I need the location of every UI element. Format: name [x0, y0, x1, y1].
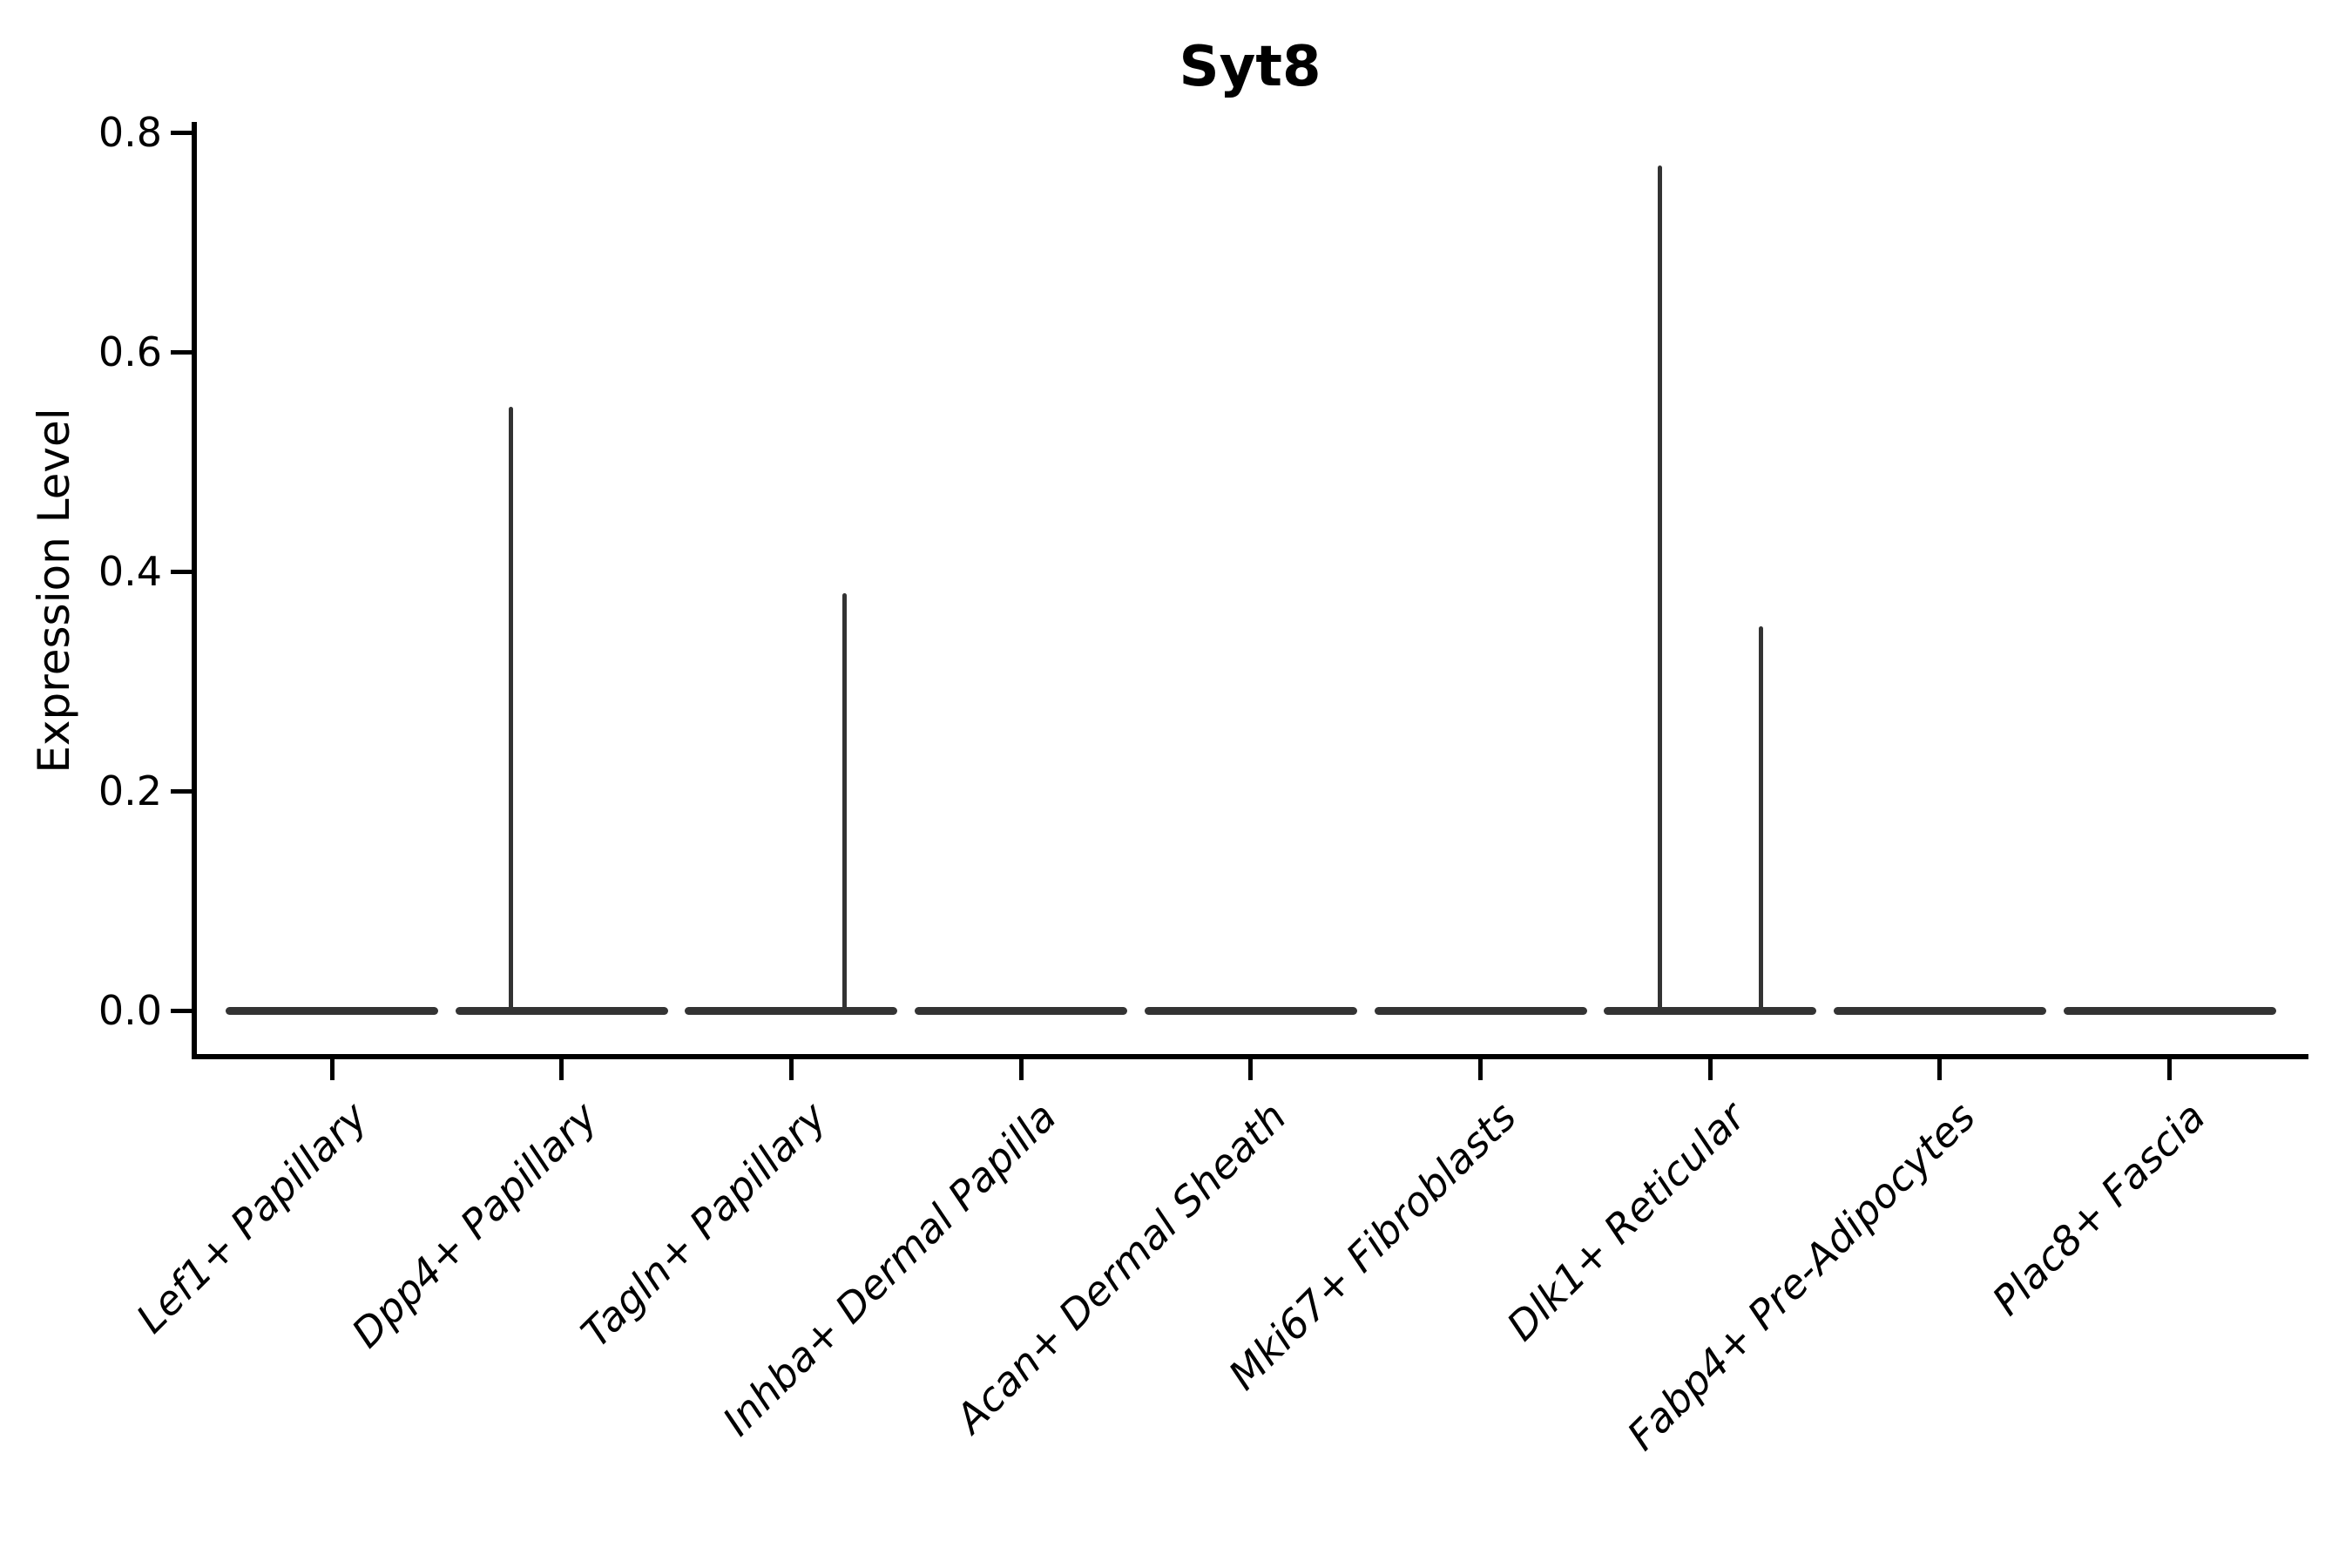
x-tick	[1478, 1059, 1483, 1080]
x-tick	[788, 1059, 794, 1080]
violin-body	[1144, 1006, 1357, 1015]
x-tick	[1937, 1059, 1943, 1080]
x-tick	[559, 1059, 564, 1080]
violin-body	[685, 1006, 898, 1015]
chart-title: Syt8	[1179, 35, 1321, 99]
violin-body	[915, 1006, 1128, 1015]
y-tick-label: 0.0	[98, 987, 162, 1034]
y-tick	[171, 349, 192, 355]
x-tick	[1707, 1059, 1713, 1080]
x-tick	[329, 1059, 335, 1080]
y-tick-label: 0.8	[98, 109, 162, 156]
y-tick-label: 0.4	[98, 548, 162, 595]
violin-body	[226, 1006, 438, 1015]
y-tick-label: 0.2	[98, 767, 162, 814]
x-axis-spine	[192, 1054, 2308, 1059]
y-tick-label: 0.6	[98, 328, 162, 375]
violin-spike	[509, 407, 514, 1010]
violin-spike	[841, 593, 847, 1010]
violin-body	[2063, 1006, 2276, 1015]
y-tick	[171, 569, 192, 574]
y-tick	[171, 1008, 192, 1013]
y-tick	[171, 788, 192, 794]
violin-body	[1833, 1006, 2046, 1015]
violin-body	[1374, 1006, 1587, 1015]
y-axis-spine	[192, 122, 197, 1059]
violin-body	[1604, 1006, 1817, 1015]
x-tick	[2167, 1059, 2173, 1080]
violin-spike	[1758, 626, 1763, 1010]
violin-spike	[1657, 165, 1662, 1010]
x-tick	[1018, 1059, 1024, 1080]
violin-body	[455, 1006, 668, 1015]
x-tick	[1248, 1059, 1254, 1080]
y-tick	[171, 130, 192, 135]
